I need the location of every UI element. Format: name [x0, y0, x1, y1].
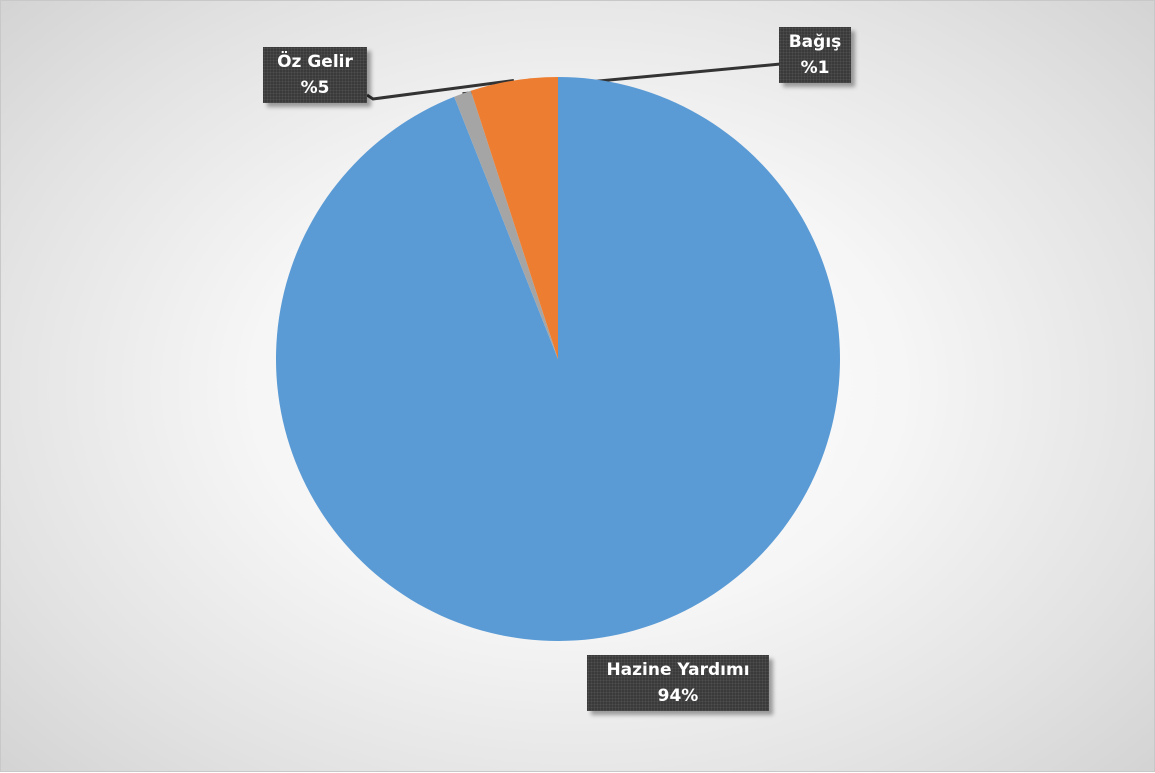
data-label-bagis-name: Bağış	[788, 32, 842, 52]
data-label-hazine-yardimi: Hazine Yardımı 94%	[587, 655, 769, 711]
pie-slice-hazine-yardımı	[275, 77, 840, 641]
pie-slice-bağış	[454, 90, 558, 360]
pie-slice-öz-gelir	[470, 77, 558, 359]
pie-slices	[275, 77, 840, 641]
data-label-oz-gelir: Öz Gelir %5	[263, 47, 367, 103]
data-label-hazine-yardimi-name: Hazine Yardımı	[606, 660, 750, 680]
data-label-oz-gelir-name: Öz Gelir	[277, 52, 353, 72]
data-label-hazine-yardimi-value: 94%	[657, 686, 699, 706]
data-label-bagis-value: %1	[800, 58, 830, 78]
data-label-bagis: Bağış %1	[779, 27, 851, 83]
data-label-oz-gelir-value: %5	[300, 78, 330, 98]
leader-line-2	[366, 79, 515, 101]
